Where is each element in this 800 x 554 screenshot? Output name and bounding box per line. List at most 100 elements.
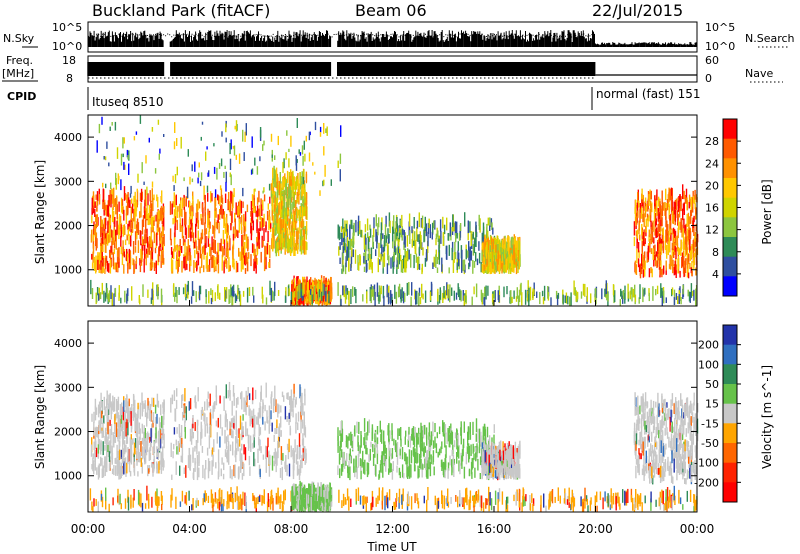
scatter-echo <box>567 295 569 305</box>
scatter-echo <box>274 385 276 399</box>
scatter-echo <box>124 239 127 246</box>
scatter-echo <box>642 194 644 203</box>
scatter-echo <box>443 224 446 235</box>
scatter-echo <box>228 192 230 204</box>
scatter-echo <box>203 412 205 422</box>
scatter-echo <box>438 448 441 456</box>
scatter-echo <box>410 450 413 464</box>
scatter-echo <box>351 241 353 248</box>
scatter-echo <box>211 193 213 202</box>
scatter-echo <box>223 261 225 274</box>
scatter-echo <box>387 235 390 244</box>
scatter-echo <box>279 172 281 184</box>
scatter-echo <box>215 257 217 271</box>
scatter-echo <box>143 431 145 447</box>
scatter-echo <box>287 237 290 252</box>
scatter-echo <box>184 239 186 246</box>
scatter-echo <box>123 137 125 144</box>
scatter-echo <box>156 223 159 232</box>
scatter-echo <box>217 417 219 428</box>
scatter-echo <box>662 227 664 241</box>
scatter-echo <box>303 229 306 244</box>
scatter-echo <box>282 197 284 212</box>
scatter-echo <box>384 454 386 467</box>
scatter-echo <box>425 427 428 439</box>
scatter-echo <box>120 415 123 428</box>
scatter-echo <box>229 421 231 429</box>
scatter-echo <box>343 458 346 469</box>
scatter-echo <box>263 213 265 227</box>
scatter-echo <box>294 221 296 230</box>
scatter-echo <box>252 442 254 449</box>
scatter-echo <box>213 143 215 147</box>
scatter-echo <box>106 204 108 217</box>
scatter-echo <box>405 453 407 465</box>
scatter-echo <box>374 444 376 458</box>
scatter-echo <box>621 291 623 300</box>
scatter-echo <box>238 433 241 447</box>
scatter-echo <box>176 207 179 218</box>
scatter-echo <box>337 441 339 453</box>
scatter-echo <box>174 122 176 133</box>
scatter-echo <box>130 434 132 440</box>
scatter-echo <box>281 187 283 197</box>
scatter-echo <box>211 447 214 455</box>
scatter-echo <box>460 433 462 445</box>
scatter-echo <box>95 194 97 200</box>
scatter-echo <box>323 179 325 186</box>
scatter-echo <box>254 188 256 192</box>
scatter-echo <box>160 404 162 416</box>
scatter-echo <box>151 216 153 231</box>
scatter-echo <box>380 285 382 295</box>
scatter-echo <box>381 244 383 257</box>
scatter-echo <box>155 416 157 430</box>
scatter-echo <box>173 248 175 259</box>
scatter-echo <box>473 446 475 452</box>
scatter-echo <box>139 451 142 461</box>
scatter-echo <box>260 385 262 400</box>
scatter-echo <box>528 287 530 302</box>
scatter-echo <box>421 283 423 298</box>
scatter-echo <box>208 264 210 272</box>
scatter-echo <box>666 220 668 235</box>
scatter-echo <box>173 192 175 208</box>
colorbar-tick-label: 16 <box>705 202 719 215</box>
scatter-echo <box>299 459 302 473</box>
scatter-echo <box>641 207 643 219</box>
scatter-echo <box>158 430 160 437</box>
scatter-echo <box>458 445 460 459</box>
scatter-echo <box>194 445 196 452</box>
scatter-echo <box>200 218 203 225</box>
scatter-echo <box>277 290 280 296</box>
scatter-echo <box>105 232 108 244</box>
scatter-echo <box>268 183 271 191</box>
scatter-echo <box>654 195 656 207</box>
scatter-echo <box>181 197 184 209</box>
scatter-echo <box>282 453 284 461</box>
scatter-echo <box>431 231 433 240</box>
scatter-echo <box>131 404 133 419</box>
scatter-echo <box>136 188 138 192</box>
scatter-echo <box>107 445 109 453</box>
scatter-echo <box>654 244 656 255</box>
scatter-echo <box>675 236 677 246</box>
scatter-echo <box>366 218 369 231</box>
scatter-echo <box>201 406 203 414</box>
scatter-echo <box>463 421 465 433</box>
scatter-echo <box>641 224 643 236</box>
scatter-echo <box>104 427 107 442</box>
scatter-echo <box>238 247 240 257</box>
scatter-echo <box>477 458 479 471</box>
scatter-echo <box>498 285 500 296</box>
scatter-echo <box>296 276 298 292</box>
scatter-echo <box>122 153 124 158</box>
scatter-echo <box>241 460 243 467</box>
scatter-echo <box>345 460 347 466</box>
scatter-echo <box>234 125 236 130</box>
scatter-echo <box>657 253 660 261</box>
scatter-echo <box>435 443 438 454</box>
scatter-echo <box>317 290 320 302</box>
scatter-echo <box>513 266 515 273</box>
scatter-echo <box>229 172 231 178</box>
scatter-echo <box>262 294 264 304</box>
